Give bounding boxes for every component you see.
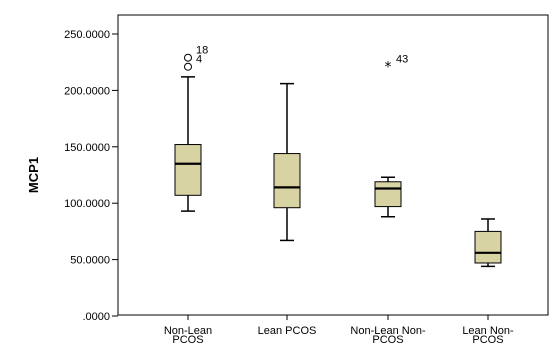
y-tick-label: 100.0000 xyxy=(64,198,110,210)
box-iqr xyxy=(374,181,402,208)
plot-frame xyxy=(117,14,549,316)
y-tick-label: .0000 xyxy=(82,311,110,323)
y-tick-label: 150.0000 xyxy=(64,142,110,154)
y-tick-label: 200.0000 xyxy=(64,85,110,97)
x-category-label-line2: PCOS xyxy=(472,334,503,346)
outlier-label: 18 xyxy=(196,45,208,57)
outlier-label: 43 xyxy=(396,54,408,66)
x-category-label: Lean Non- xyxy=(462,325,514,337)
x-category-label: Non-Lean Non- xyxy=(350,325,426,337)
box-iqr xyxy=(474,230,502,264)
x-category-label-line2: PCOS xyxy=(172,334,203,346)
box-iqr xyxy=(273,153,301,209)
y-tick-label: 250.0000 xyxy=(64,29,110,41)
y-axis-label: MCP1 xyxy=(26,157,41,193)
x-category-label: Non-Lean xyxy=(164,325,212,337)
outlier-star: * xyxy=(385,60,392,76)
box-iqr xyxy=(174,144,202,196)
outlier-circle xyxy=(184,53,192,62)
x-category-label: Lean PCOS xyxy=(258,325,317,337)
outlier-circle xyxy=(184,62,192,71)
outlier-label: 4 xyxy=(196,54,202,66)
x-category-label-line2: PCOS xyxy=(372,334,403,346)
plot-area: .0000 50.0000 100.0000 150.0000 200.0000 250.… xyxy=(64,14,549,346)
y-tick-label: 50.0000 xyxy=(70,255,110,267)
